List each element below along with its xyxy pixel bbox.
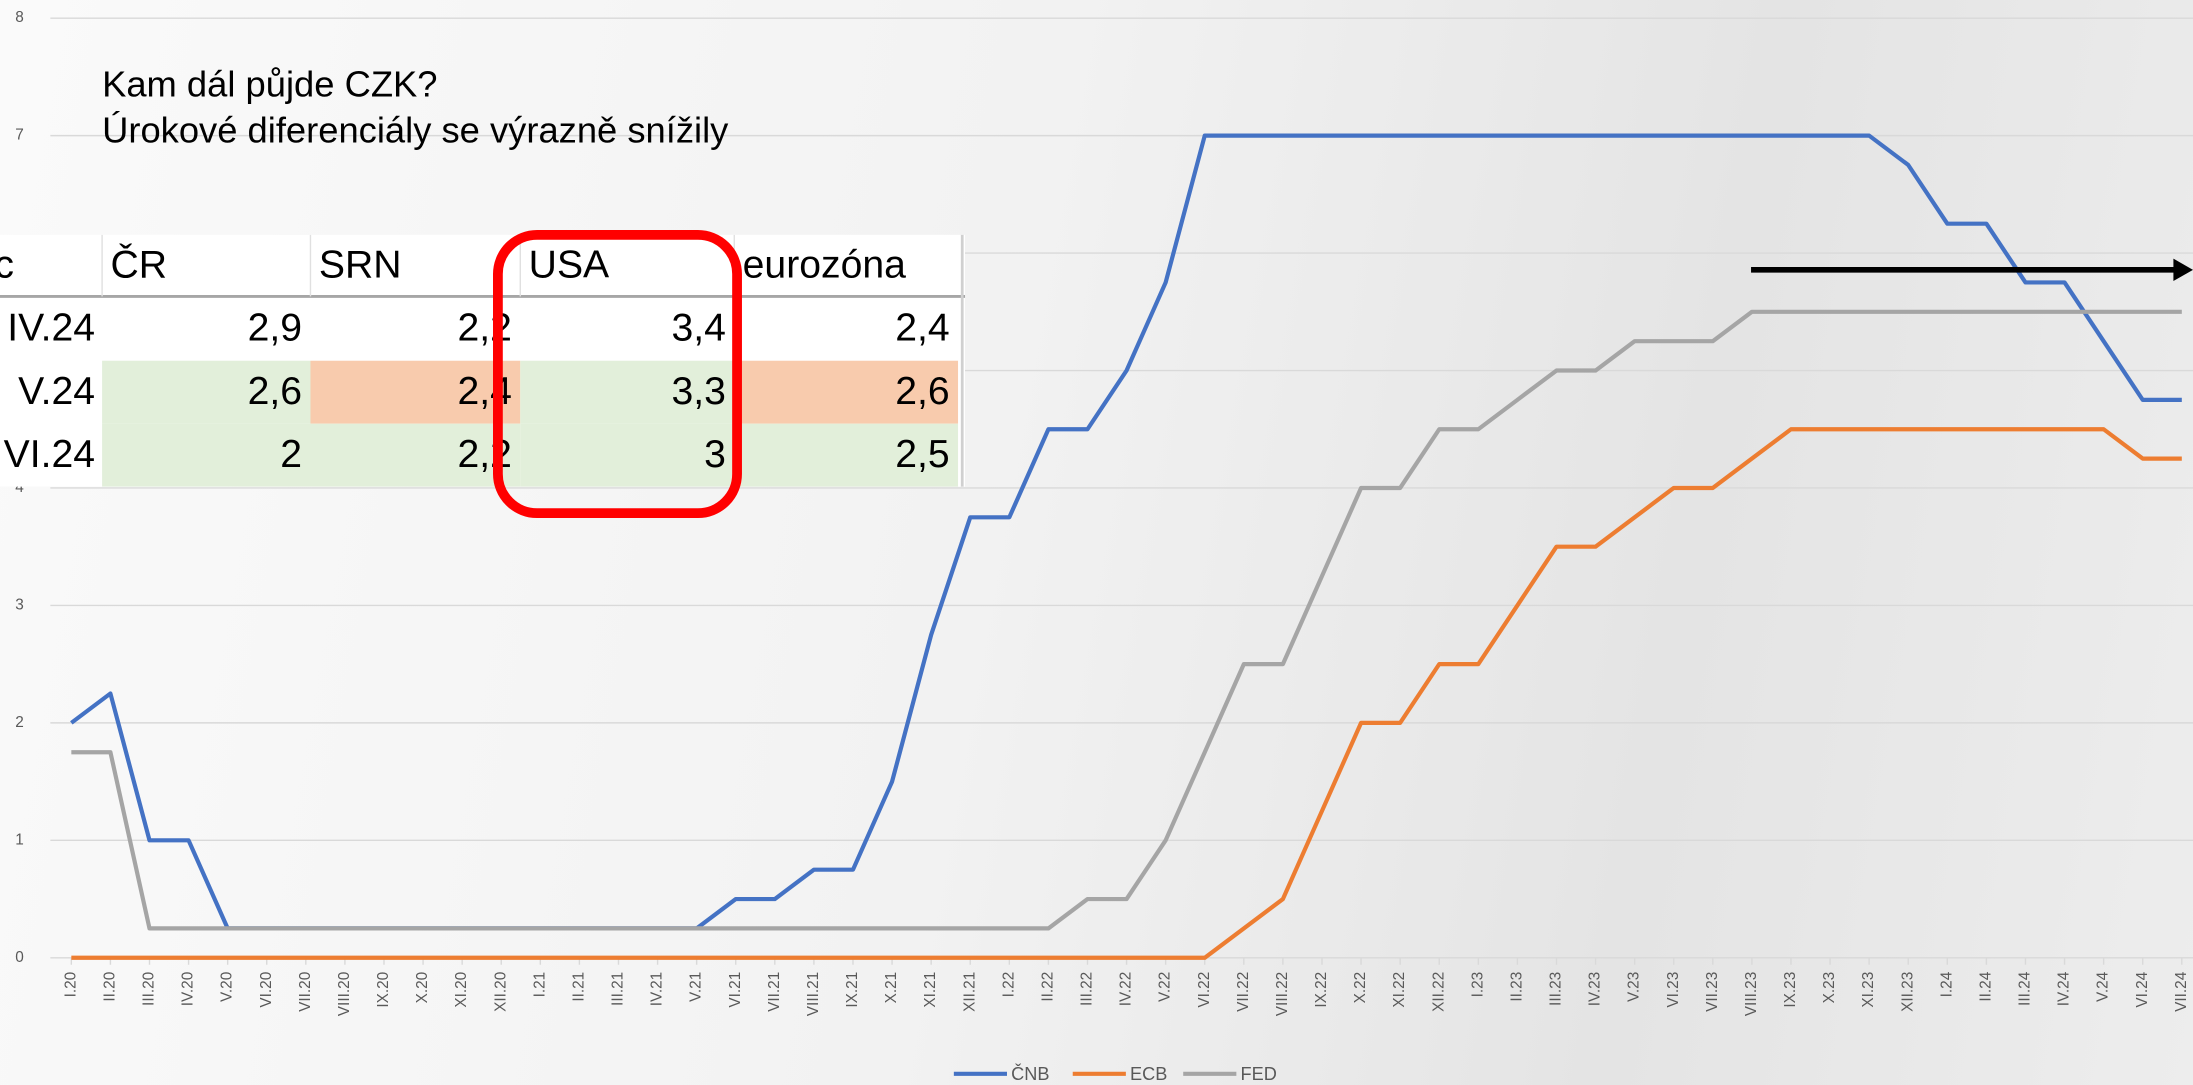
table-header: c <box>0 243 14 286</box>
x-tick-label: X.21 <box>883 972 900 1004</box>
x-tick-label: VIII.21 <box>805 972 822 1016</box>
legend-label: ČNB <box>1011 1063 1049 1084</box>
table-row-label: IV.24 <box>7 306 95 349</box>
table-cell-text: 2,6 <box>248 370 302 413</box>
table-cell-text: 3 <box>704 433 726 476</box>
arrow-head <box>2173 259 2193 281</box>
chart: 012345678I.20II.20III.20IV.20V.20VI.20VI… <box>0 0 2193 1085</box>
x-tick-label: VI.20 <box>258 972 275 1008</box>
table-cell <box>520 424 734 487</box>
table-cell-text: 2 <box>280 433 302 476</box>
x-tick-label: II.21 <box>570 972 587 1002</box>
x-tick-label: XII.21 <box>961 972 978 1012</box>
table-cell-text: 2,9 <box>248 306 302 349</box>
x-tick-label: V.24 <box>2095 971 2112 1002</box>
x-tick-label: V.21 <box>688 972 705 1002</box>
x-tick-label: IX.21 <box>844 972 861 1008</box>
x-tick-label: XII.22 <box>1430 972 1447 1012</box>
chart-title: Kam dál půjde CZK? <box>102 63 437 104</box>
table-cell-text: 2,2 <box>457 306 511 349</box>
table-header: ČR <box>110 242 167 286</box>
x-tick-label: XI.20 <box>453 972 470 1008</box>
x-tick-label: IV.23 <box>1587 972 1604 1006</box>
x-tick-label: VII.20 <box>297 972 314 1012</box>
x-tick-label: I.23 <box>1469 972 1486 998</box>
table-row-label: VI.24 <box>4 433 95 476</box>
x-tick-label: VI.24 <box>2134 971 2151 1007</box>
series-line <box>71 429 2181 958</box>
table-cell-text: 2,4 <box>457 370 511 413</box>
x-tick-label: IV.20 <box>180 972 197 1006</box>
x-tick-label: IV.22 <box>1118 972 1135 1006</box>
x-tick-label: I.22 <box>1000 972 1017 998</box>
x-tick-label: VIII.20 <box>336 972 353 1016</box>
x-tick-label: II.23 <box>1508 972 1525 1002</box>
legend-label: FED <box>1241 1064 1277 1084</box>
x-tick-label: IX.20 <box>375 972 392 1008</box>
x-tick-label: X.22 <box>1352 972 1369 1004</box>
table-cell-text: 3,3 <box>671 370 725 413</box>
x-tick-label: VII.21 <box>766 972 783 1012</box>
table-header: SRN <box>319 243 402 286</box>
x-tick-label: I.20 <box>62 972 79 998</box>
x-tick-label: IX.22 <box>1313 972 1330 1008</box>
x-tick-label: XI.23 <box>1860 972 1877 1008</box>
x-tick-label: II.20 <box>101 972 118 1002</box>
y-tick-label: 1 <box>15 831 24 848</box>
x-tick-label: XI.22 <box>1391 972 1408 1008</box>
x-tick-label: III.23 <box>1548 972 1565 1006</box>
x-tick-label: III.21 <box>610 972 627 1006</box>
x-tick-label: IV.24 <box>2056 971 2073 1006</box>
table-cell <box>102 424 310 487</box>
y-tick-label: 0 <box>15 949 24 966</box>
page: 012345678I.20II.20III.20IV.20V.20VI.20VI… <box>0 0 2193 1085</box>
x-tick-label: II.22 <box>1039 972 1056 1002</box>
table-cell-text: 2,5 <box>895 433 949 476</box>
legend-label: ECB <box>1130 1064 1167 1084</box>
table-header: USA <box>529 243 610 286</box>
table-cell <box>0 235 102 297</box>
x-tick-label: X.23 <box>1821 972 1838 1004</box>
x-tick-label: III.22 <box>1079 972 1096 1006</box>
x-tick-label: I.24 <box>1938 971 1955 997</box>
y-tick-label: 8 <box>15 9 24 26</box>
x-tick-label: VIII.22 <box>1274 972 1291 1016</box>
table-header: eurozóna <box>743 243 906 286</box>
table-row-label: V.24 <box>18 370 95 413</box>
y-tick-label: 7 <box>15 127 24 144</box>
y-tick-label: 2 <box>15 714 24 731</box>
table-cell-text: 2,4 <box>895 306 949 349</box>
x-tick-label: V.23 <box>1626 972 1643 1002</box>
x-tick-label: XI.21 <box>922 972 939 1008</box>
x-tick-label: V.20 <box>219 972 236 1002</box>
table-cell-text: 2,6 <box>895 370 949 413</box>
chart-subtitle: Úrokové diferenciály se výrazně snížily <box>102 109 729 150</box>
x-tick-label: X.20 <box>414 972 431 1004</box>
x-tick-label: IX.23 <box>1782 972 1799 1008</box>
x-tick-label: II.24 <box>1977 971 1994 1001</box>
x-tick-label: VI.22 <box>1196 972 1213 1008</box>
x-tick-label: III.24 <box>2017 971 2034 1006</box>
x-tick-label: V.22 <box>1157 972 1174 1002</box>
table-cell-text: 3,4 <box>671 306 725 349</box>
x-tick-label: XII.23 <box>1899 972 1916 1012</box>
x-tick-label: VI.21 <box>727 972 744 1008</box>
x-tick-label: XII.20 <box>492 972 509 1012</box>
y-tick-label: 3 <box>15 596 24 613</box>
x-tick-label: IV.21 <box>649 972 666 1006</box>
x-tick-label: VI.23 <box>1665 972 1682 1008</box>
x-tick-label: I.21 <box>531 972 548 998</box>
x-tick-label: VII.23 <box>1704 972 1721 1012</box>
table-cell-text: 2,2 <box>457 433 511 476</box>
x-tick-label: VII.22 <box>1235 972 1252 1012</box>
x-tick-label: VII.24 <box>2173 971 2190 1012</box>
x-tick-label: III.20 <box>141 972 158 1006</box>
x-tick-label: VIII.23 <box>1743 972 1760 1016</box>
